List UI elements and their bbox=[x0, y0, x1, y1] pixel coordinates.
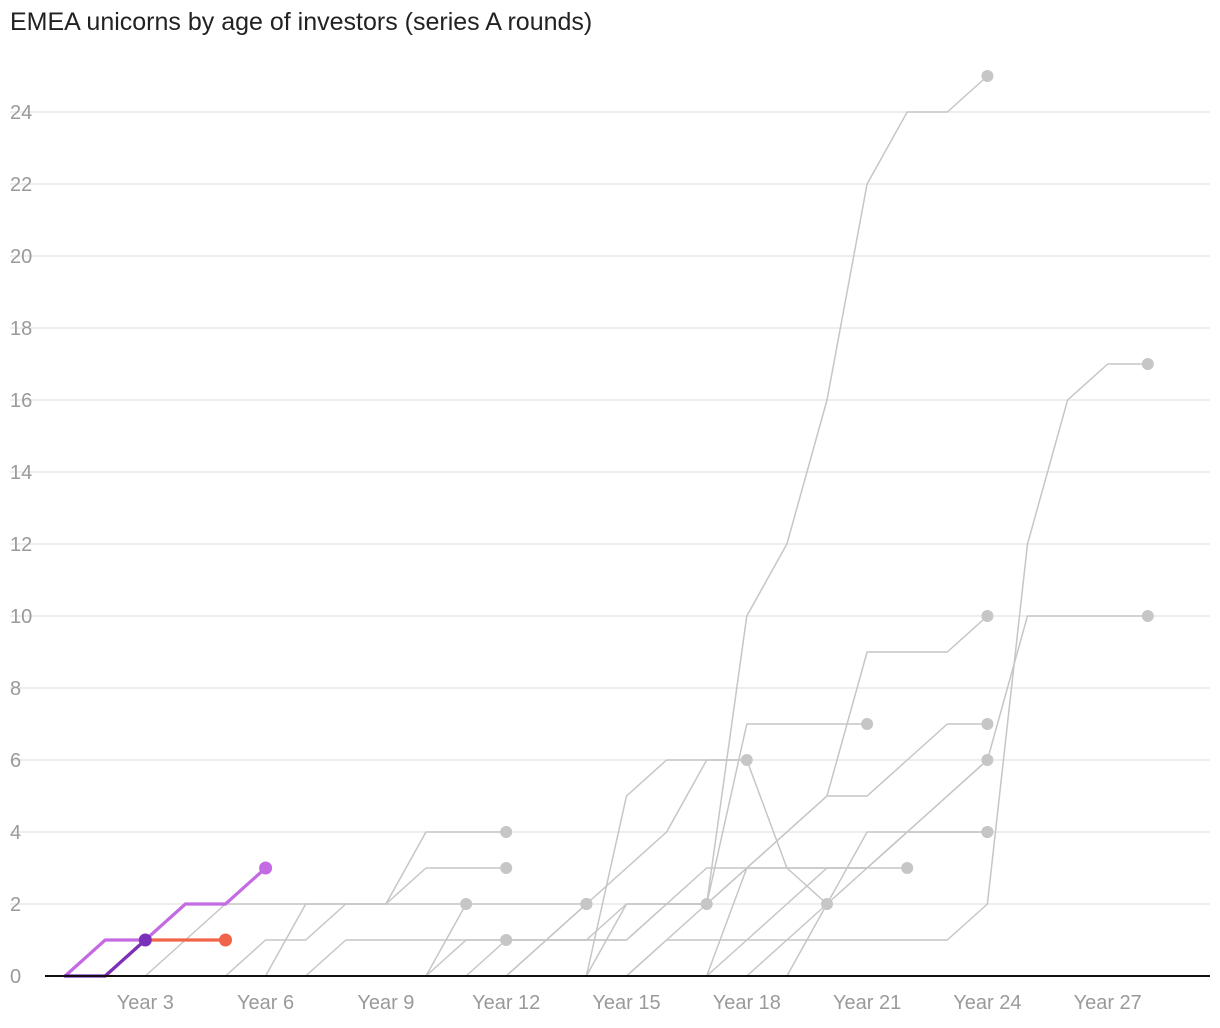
y-tick-label: 4 bbox=[10, 822, 21, 844]
x-tick-labels: Year 3 Year 6 Year 9 Year 12 Year 15 Year 18 Y… bbox=[117, 992, 1142, 1014]
x-tick-label: Year 18 bbox=[713, 992, 781, 1014]
x-tick-label: Year 3 bbox=[117, 992, 174, 1014]
series-end-point bbox=[981, 70, 994, 82]
background-series bbox=[144, 826, 513, 977]
series-lines bbox=[63, 70, 1154, 978]
background-series bbox=[585, 754, 994, 977]
y-tick-label: 18 bbox=[10, 318, 32, 340]
series-line bbox=[63, 938, 147, 978]
y-tick-label: 14 bbox=[10, 462, 32, 484]
series-end-point bbox=[901, 862, 914, 874]
series-line bbox=[505, 903, 588, 977]
x-tick-label: Year 9 bbox=[357, 992, 414, 1014]
background-series bbox=[425, 70, 994, 977]
series-end-point bbox=[500, 826, 513, 838]
background-series bbox=[625, 898, 713, 977]
y-tick-label: 12 bbox=[10, 534, 32, 556]
series-line bbox=[63, 866, 268, 978]
series-end-point bbox=[259, 861, 273, 875]
background-series bbox=[264, 898, 473, 977]
series-end-point bbox=[981, 610, 994, 622]
series-line bbox=[786, 831, 989, 977]
x-tick-label: Year 27 bbox=[1074, 992, 1142, 1014]
background-series bbox=[224, 862, 513, 977]
series-end-point bbox=[981, 826, 994, 838]
x-tick-label: Year 6 bbox=[237, 992, 294, 1014]
background-series bbox=[304, 934, 513, 977]
gridlines bbox=[10, 111, 1210, 905]
series-line bbox=[224, 867, 507, 977]
series-line bbox=[746, 363, 1149, 977]
background-series bbox=[786, 826, 994, 977]
series-end-point bbox=[1141, 358, 1154, 370]
series-end-point bbox=[981, 718, 994, 730]
y-tick-label: 10 bbox=[10, 606, 32, 628]
series-line bbox=[665, 723, 868, 905]
series-end-point bbox=[740, 754, 753, 766]
series-end-point bbox=[580, 898, 593, 910]
background-series bbox=[625, 862, 914, 977]
y-tick-label: 16 bbox=[10, 390, 32, 412]
series-line bbox=[625, 903, 708, 977]
background-series bbox=[746, 358, 1154, 977]
background-series bbox=[665, 718, 874, 905]
y-tick-label: 22 bbox=[10, 174, 32, 196]
y-tick-label: 2 bbox=[10, 894, 21, 916]
y-tick-label: 24 bbox=[10, 102, 32, 124]
series-end-point bbox=[1141, 610, 1154, 622]
series-line bbox=[705, 615, 1149, 977]
y-tick-label: 0 bbox=[10, 966, 21, 988]
background-series bbox=[705, 826, 994, 977]
background-series bbox=[465, 610, 994, 977]
y-tick-label: 8 bbox=[10, 678, 21, 700]
y-tick-label: 6 bbox=[10, 750, 21, 772]
series-line bbox=[264, 903, 467, 977]
series-line bbox=[425, 903, 588, 977]
series-end-point bbox=[219, 933, 232, 947]
chart-title: EMEA unicorns by age of investors (serie… bbox=[10, 8, 593, 36]
background-series bbox=[505, 898, 593, 977]
y-tick-label: 20 bbox=[10, 246, 32, 268]
series-end-point bbox=[861, 718, 874, 730]
series-line bbox=[625, 867, 908, 977]
series-line bbox=[304, 939, 507, 977]
x-tick-label: Year 24 bbox=[953, 992, 1021, 1014]
x-tick-label: Year 21 bbox=[833, 992, 901, 1014]
background-series bbox=[705, 610, 1154, 977]
series-end-point bbox=[500, 862, 513, 874]
series-line bbox=[505, 723, 989, 941]
series-end-point bbox=[138, 933, 152, 947]
background-series bbox=[505, 718, 994, 941]
series-line bbox=[425, 75, 989, 977]
series-end-point bbox=[700, 898, 713, 910]
series-end-point bbox=[500, 934, 513, 946]
background-series bbox=[385, 898, 593, 977]
x-tick-label: Year 12 bbox=[472, 992, 540, 1014]
highlight-series bbox=[63, 861, 273, 978]
x-tick-label: Year 15 bbox=[592, 992, 660, 1014]
